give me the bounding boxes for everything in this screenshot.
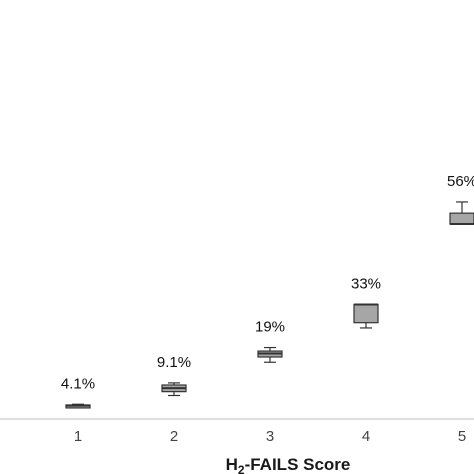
box-3: 19%	[255, 319, 285, 363]
box-1: 4.1%	[61, 375, 95, 409]
box-iqr	[449, 212, 474, 225]
data-label-5: 56%	[447, 173, 474, 190]
data-label-3: 19%	[255, 319, 285, 336]
x-tick-label-2: 2	[170, 428, 178, 445]
x-tick-label-5: 5	[458, 428, 466, 445]
x-axis-label-subscript: 2	[238, 463, 245, 474]
box-4: 33%	[351, 276, 381, 329]
box-5: 56%	[447, 173, 474, 225]
box-iqr	[353, 303, 379, 324]
data-label-1: 4.1%	[61, 375, 95, 392]
data-label-2: 9.1%	[157, 354, 191, 371]
x-axis-label-suffix: -FAILS Score	[245, 455, 351, 474]
x-tick-label-4: 4	[362, 428, 370, 445]
box-2: 9.1%	[157, 354, 191, 397]
data-label-4: 33%	[351, 276, 381, 293]
x-axis-label-prefix: H	[226, 455, 238, 474]
x-axis-label: H2-FAILS Score	[226, 455, 351, 474]
boxes-group: 4.1% 9.1% 19% 33% 56%	[61, 173, 474, 409]
x-tick-label-1: 1	[74, 428, 82, 445]
x-tick-labels: 1 2 3 4 5	[74, 428, 466, 445]
x-tick-label-3: 3	[266, 428, 274, 445]
